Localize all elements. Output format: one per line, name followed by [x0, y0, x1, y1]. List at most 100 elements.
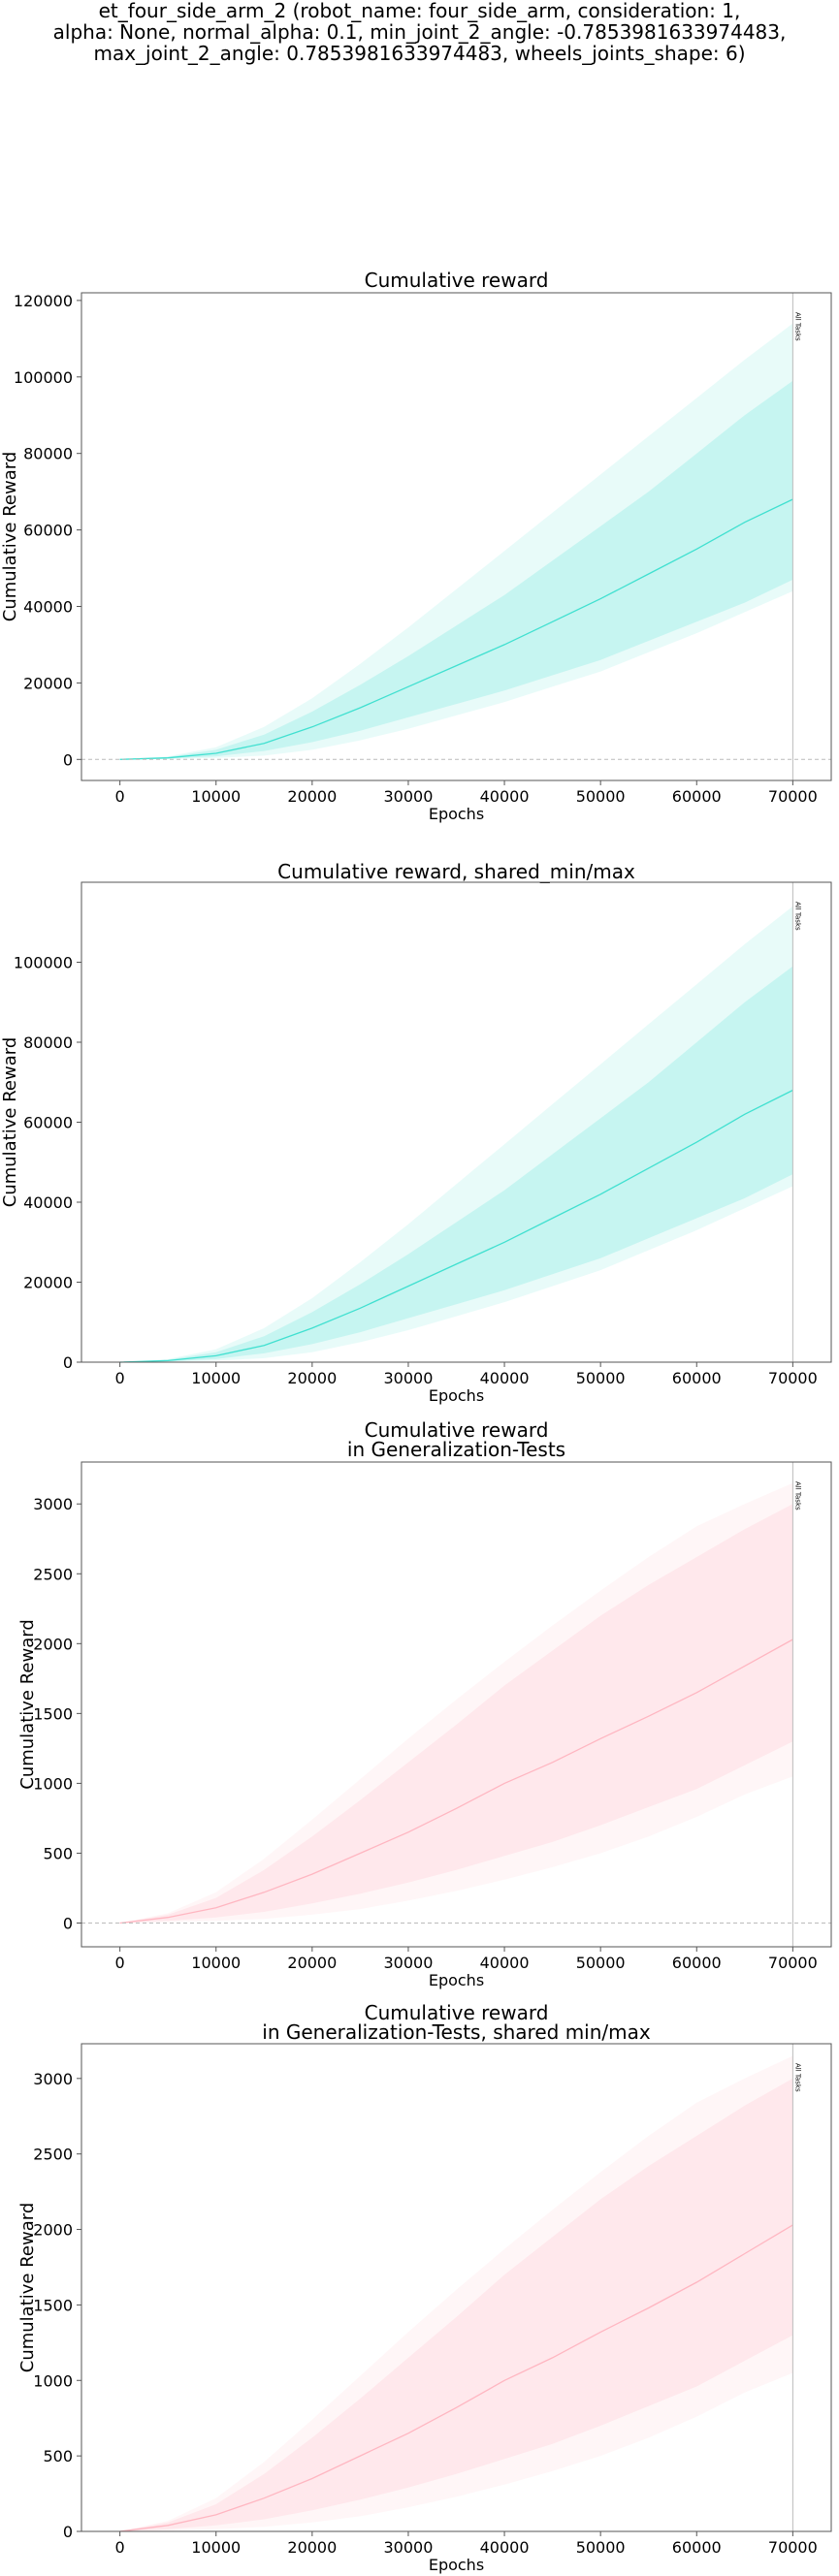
x-axis-label: Epochs [429, 2556, 484, 2574]
y-tick-label: 120000 [14, 292, 73, 310]
x-tick-label: 30000 [383, 2538, 433, 2557]
std-band [119, 2078, 793, 2531]
y-axis-label: Cumulative Reward [0, 452, 20, 622]
mean-line [119, 1638, 793, 1924]
y-tick-label: 40000 [23, 1193, 73, 1212]
y-tick-label: 1500 [33, 2296, 73, 2314]
x-tick-label: 10000 [191, 1369, 241, 1387]
y-tick-label: 20000 [23, 674, 73, 692]
task-marker-label: All Tasks [793, 902, 801, 931]
x-tick-label: 60000 [672, 1369, 722, 1387]
x-tick-label: 40000 [480, 2538, 530, 2557]
min-max-band [119, 906, 793, 1362]
x-tick-label: 20000 [287, 2538, 337, 2557]
y-tick-label: 0 [63, 1915, 73, 1933]
x-tick-label: 60000 [672, 1954, 722, 1972]
y-tick-label: 500 [43, 1844, 73, 1862]
chart-cumulative-reward: Cumulative reward All Tasks 0 10000 20000 300… [0, 269, 832, 823]
chart-title: Cumulative reward [365, 1418, 549, 1442]
suptitle-line: et_four_side_arm_2 (robot_name: four_sid… [98, 0, 741, 22]
y-tick-label: 0 [63, 2523, 73, 2541]
chart-title: Cumulative reward [365, 2001, 549, 2024]
figure-suptitle: et_four_side_arm_2 (robot_name: four_sid… [0, 0, 839, 64]
y-axis-label: Cumulative Reward [17, 2203, 38, 2373]
x-tick-label: 30000 [383, 787, 433, 806]
plot-frame [81, 2043, 832, 2532]
min-max-band [119, 2055, 793, 2531]
x-tick-label: 20000 [287, 1954, 337, 1972]
task-marker-label: All Tasks [793, 2063, 801, 2092]
y-tick-label: 2000 [33, 1635, 73, 1653]
plot-frame [81, 1461, 832, 1948]
y-tick-label: 60000 [23, 1114, 73, 1132]
x-tick-label: 60000 [672, 2538, 722, 2557]
y-tick-label: 3000 [33, 2070, 73, 2088]
std-band [119, 966, 793, 1362]
mean-line [119, 1089, 793, 1363]
y-tick-label: 100000 [14, 954, 73, 972]
suptitle-line: alpha: None, normal_alpha: 0.1, min_join… [52, 20, 787, 44]
x-tick-label: 50000 [576, 787, 626, 806]
y-tick-label: 2000 [33, 2221, 73, 2240]
x-axis-label: Epochs [429, 1971, 484, 1989]
y-tick-label: 100000 [14, 368, 73, 387]
chart-title: in Generalization-Tests, shared min/max [262, 2020, 651, 2044]
mean-line [119, 2224, 793, 2532]
x-axis-label: Epochs [429, 1386, 484, 1405]
x-tick-label: 50000 [576, 2538, 626, 2557]
y-tick-label: 2500 [33, 2146, 73, 2164]
y-tick-label: 2500 [33, 1565, 73, 1583]
min-max-band [119, 323, 793, 760]
x-tick-label: 10000 [191, 1954, 241, 1972]
x-tick-label: 0 [115, 1369, 125, 1387]
x-tick-label: 0 [115, 2538, 125, 2557]
x-tick-label: 0 [115, 1954, 125, 1972]
x-axis-label: Epochs [429, 805, 484, 823]
y-tick-label: 80000 [23, 1034, 73, 1052]
min-max-band [119, 1482, 793, 1924]
x-tick-label: 20000 [287, 787, 337, 806]
suptitle-line: max_joint_2_angle: 0.7853981633974483, w… [93, 42, 746, 65]
chart-title: Cumulative reward [365, 269, 549, 292]
x-tick-label: 70000 [768, 1954, 818, 1972]
task-marker-label: All Tasks [793, 312, 801, 341]
y-tick-label: 3000 [33, 1495, 73, 1513]
y-tick-label: 60000 [23, 522, 73, 540]
x-tick-label: 10000 [191, 787, 241, 806]
chart-cumulative-reward-shared: Cumulative reward, shared_min/max All Tas… [0, 860, 832, 1405]
std-band [119, 380, 793, 760]
x-tick-label: 30000 [383, 1954, 433, 1972]
task-marker-label: All Tasks [793, 1481, 801, 1511]
x-tick-label: 40000 [480, 1369, 530, 1387]
y-tick-label: 40000 [23, 597, 73, 616]
y-tick-label: 0 [63, 750, 73, 769]
x-tick-label: 0 [115, 787, 125, 806]
chart-title: Cumulative reward, shared_min/max [277, 860, 635, 883]
x-tick-label: 70000 [768, 787, 818, 806]
plot-frame [81, 292, 832, 781]
x-tick-label: 50000 [576, 1369, 626, 1387]
x-tick-label: 20000 [287, 1369, 337, 1387]
y-tick-label: 500 [43, 2447, 73, 2465]
y-axis-label: Cumulative Reward [0, 1037, 20, 1208]
x-tick-label: 60000 [672, 787, 722, 806]
x-tick-label: 50000 [576, 1954, 626, 1972]
y-tick-label: 20000 [23, 1274, 73, 1292]
y-tick-label: 80000 [23, 445, 73, 463]
x-tick-label: 70000 [768, 2538, 818, 2557]
x-tick-label: 40000 [480, 1954, 530, 1972]
x-tick-label: 30000 [383, 1369, 433, 1387]
y-tick-label: 1000 [33, 1774, 73, 1793]
y-axis-label: Cumulative Reward [17, 1619, 38, 1790]
y-tick-label: 1000 [33, 2371, 73, 2390]
y-tick-label: 1500 [33, 1704, 73, 1723]
mean-line [119, 498, 793, 760]
x-tick-label: 40000 [480, 787, 530, 806]
std-band [119, 1504, 793, 1924]
x-tick-label: 70000 [768, 1369, 818, 1387]
chart-title: in Generalization-Tests [347, 1438, 565, 1461]
x-tick-label: 10000 [191, 2538, 241, 2557]
y-tick-label: 0 [63, 1353, 73, 1372]
